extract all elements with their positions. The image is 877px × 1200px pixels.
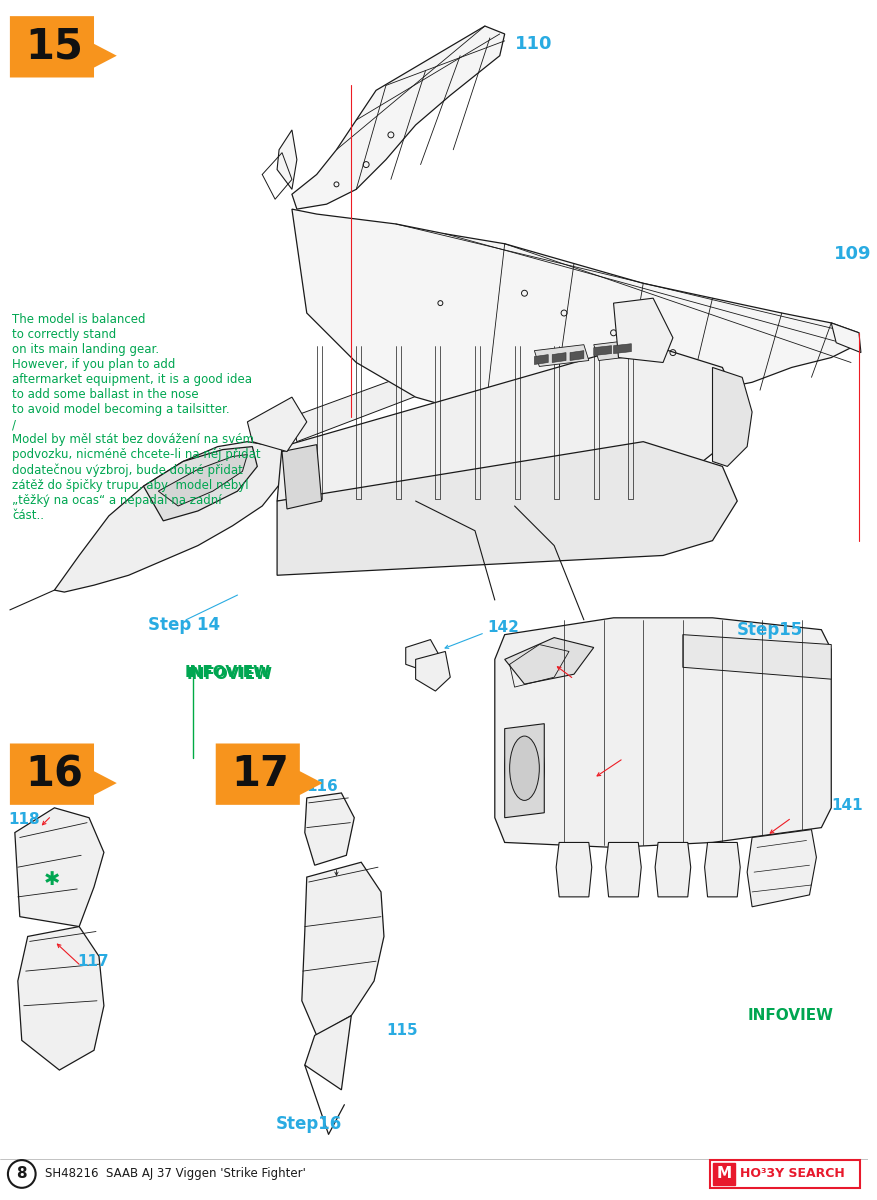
Polygon shape (704, 842, 740, 896)
Text: 15: 15 (25, 26, 83, 68)
Polygon shape (305, 1015, 352, 1090)
Ellipse shape (510, 736, 539, 800)
Polygon shape (747, 829, 816, 907)
Text: 16: 16 (25, 754, 83, 796)
Polygon shape (277, 343, 738, 502)
Text: M: M (717, 1166, 732, 1182)
Polygon shape (594, 338, 648, 360)
Polygon shape (10, 744, 117, 805)
Polygon shape (614, 298, 673, 362)
Polygon shape (54, 442, 292, 592)
Polygon shape (655, 842, 691, 896)
Polygon shape (18, 926, 103, 1070)
Text: 8: 8 (17, 1166, 27, 1182)
Polygon shape (15, 808, 103, 926)
Text: 117: 117 (77, 954, 109, 968)
Text: 116: 116 (307, 779, 339, 793)
Polygon shape (504, 637, 594, 684)
FancyBboxPatch shape (709, 1160, 860, 1188)
Text: INFOVIEW: INFOVIEW (747, 1008, 833, 1024)
Text: Step15: Step15 (738, 620, 803, 638)
Text: ✱: ✱ (43, 870, 60, 888)
Ellipse shape (504, 728, 545, 808)
Polygon shape (292, 209, 859, 416)
Polygon shape (302, 863, 384, 1036)
Polygon shape (614, 343, 631, 354)
Text: HO³3Y SEARCH: HO³3Y SEARCH (740, 1168, 845, 1181)
Text: 110: 110 (515, 35, 553, 53)
Polygon shape (406, 640, 440, 671)
Polygon shape (556, 842, 592, 896)
Polygon shape (570, 350, 584, 360)
Text: 109: 109 (834, 245, 872, 263)
Text: Step 14: Step 14 (148, 616, 220, 634)
Polygon shape (606, 842, 641, 896)
Text: The model is balanced
to correctly stand
on its main landing gear.
However, if y: The model is balanced to correctly stand… (12, 313, 260, 522)
Polygon shape (495, 618, 831, 847)
Polygon shape (534, 344, 588, 366)
Polygon shape (416, 652, 450, 691)
Polygon shape (292, 343, 504, 442)
Polygon shape (534, 354, 548, 365)
Polygon shape (683, 635, 831, 679)
Text: 141: 141 (831, 798, 863, 814)
Polygon shape (712, 367, 752, 467)
Polygon shape (594, 346, 611, 355)
Polygon shape (10, 16, 117, 78)
Text: 118: 118 (8, 812, 39, 827)
Text: INFOVIEW: INFOVIEW (184, 665, 271, 679)
Polygon shape (216, 744, 323, 805)
Circle shape (8, 1160, 36, 1188)
Text: INFOVIEW: INFOVIEW (187, 667, 273, 682)
Polygon shape (277, 130, 297, 190)
Polygon shape (144, 446, 257, 521)
Polygon shape (305, 793, 354, 865)
FancyBboxPatch shape (714, 1163, 735, 1184)
Polygon shape (277, 442, 738, 575)
Polygon shape (159, 455, 247, 506)
Polygon shape (247, 397, 307, 451)
Text: SH48216  SAAB AJ 37 Viggen 'Strike Fighter': SH48216 SAAB AJ 37 Viggen 'Strike Fighte… (45, 1168, 305, 1181)
Polygon shape (282, 445, 322, 509)
Polygon shape (504, 724, 545, 817)
Text: 142: 142 (487, 620, 519, 635)
Polygon shape (292, 26, 504, 209)
Text: Step16: Step16 (275, 1116, 342, 1134)
Text: 17: 17 (232, 754, 289, 796)
Polygon shape (553, 353, 566, 362)
Text: 115: 115 (386, 1022, 417, 1038)
Polygon shape (831, 323, 861, 353)
